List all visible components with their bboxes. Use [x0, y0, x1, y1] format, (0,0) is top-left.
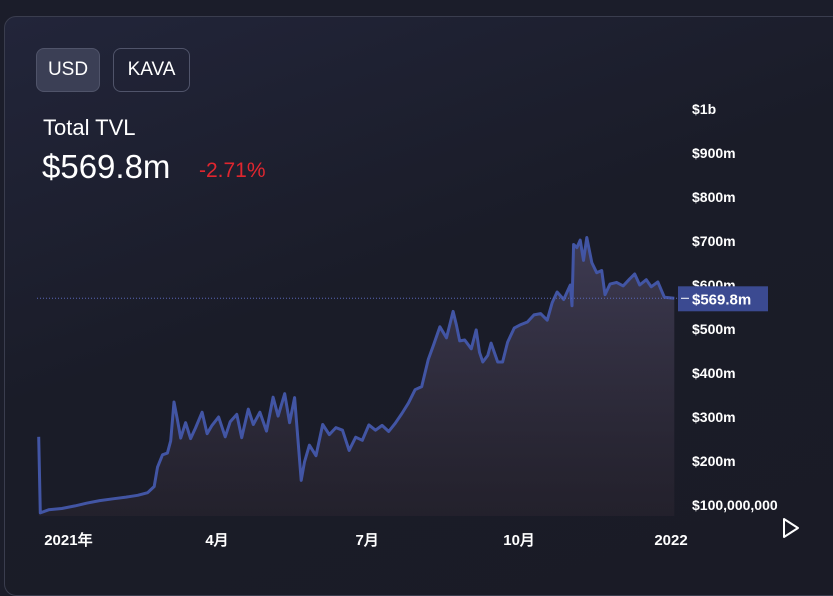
y-tick-label: $1b [692, 101, 716, 117]
play-icon[interactable] [780, 516, 802, 540]
y-tick-label: $900m [692, 145, 736, 161]
x-tick-label: 7月 [356, 532, 379, 549]
x-tick-label: 2021年 [44, 531, 92, 549]
y-tick-label: $800m [692, 189, 736, 205]
y-tick-label: $700m [692, 233, 736, 249]
y-tick-label: $500m [692, 321, 736, 337]
y-tick-label: $200m [692, 453, 736, 469]
y-tick-label: $100,000,000 [692, 497, 778, 513]
current-value-label: $569.8m [692, 291, 751, 308]
tvl-area-fill [39, 238, 675, 517]
y-tick-label: $300m [692, 409, 736, 425]
y-tick-label: $400m [692, 365, 736, 381]
tvl-area-chart[interactable]: 2021年 4月 7月 10月 2022 $100,000,000 $200m $300m $… [0, 0, 833, 581]
x-tick-label: 4月 [205, 532, 228, 549]
x-tick-label: 2022 [654, 532, 687, 549]
x-tick-label: 10月 [503, 532, 535, 549]
